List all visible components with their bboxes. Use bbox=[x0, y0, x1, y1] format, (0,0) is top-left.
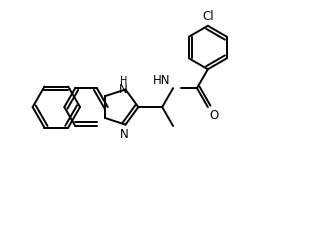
Text: O: O bbox=[210, 109, 219, 122]
Text: H: H bbox=[120, 75, 127, 85]
Text: N: N bbox=[120, 127, 129, 140]
Text: Cl: Cl bbox=[202, 10, 214, 23]
Text: N: N bbox=[119, 83, 128, 96]
Text: HN: HN bbox=[153, 74, 170, 87]
